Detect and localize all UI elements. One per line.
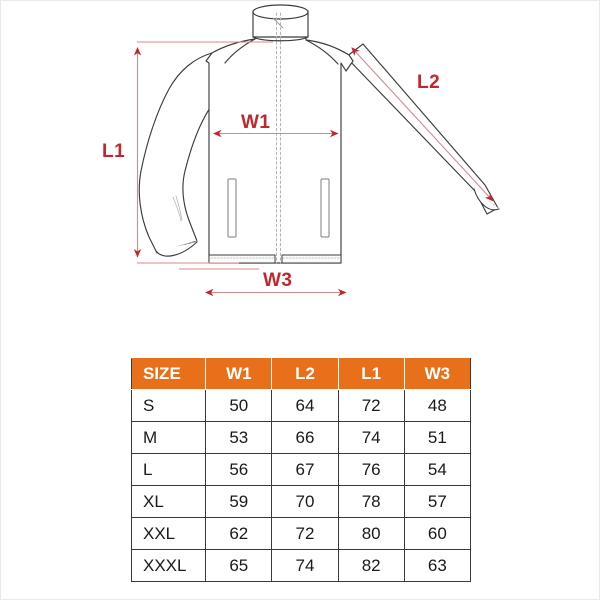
- size-table-container: SIZE W1 L2 L1 W3 S 50 64 72 48 M 53: [130, 358, 472, 582]
- cell-w1: 59: [205, 485, 273, 518]
- left-pocket: [227, 178, 237, 238]
- cell-w3: 63: [403, 549, 472, 582]
- cell-l1: 78: [337, 485, 405, 518]
- cell-l2: 70: [271, 485, 339, 518]
- cell-w1: 53: [205, 421, 273, 454]
- cell-l2: 66: [271, 421, 339, 454]
- table-row: L 56 67 76 54: [130, 453, 472, 486]
- measurement-guides: [133, 41, 494, 297]
- table-row: XL 59 70 78 57: [130, 485, 472, 518]
- cell-l1: 80: [337, 517, 405, 550]
- size-table: SIZE W1 L2 L1 W3 S 50 64 72 48 M 53: [130, 358, 472, 582]
- right-sleeve: [345, 43, 499, 215]
- dimension-label-l2: L2: [417, 72, 441, 93]
- cell-w1: 50: [205, 389, 273, 422]
- cell-size: XXL: [130, 517, 207, 550]
- table-row: XXXL 65 74 82 63: [130, 549, 472, 582]
- cell-w3: 60: [403, 517, 472, 550]
- cell-l2: 74: [271, 549, 339, 582]
- cell-size: M: [130, 421, 207, 454]
- dimension-label-w3: W3: [263, 270, 293, 291]
- cell-w3: 57: [403, 485, 472, 518]
- cell-l2: 67: [271, 453, 339, 486]
- cell-w1: 56: [205, 453, 273, 486]
- l2-arrow: [351, 47, 494, 202]
- cell-w3: 51: [403, 421, 472, 454]
- column-header-w1: W1: [205, 358, 273, 390]
- cell-size: XXXL: [130, 549, 207, 582]
- cell-size: L: [130, 453, 207, 486]
- table-header-row: SIZE W1 L2 L1 W3: [130, 358, 472, 390]
- cell-w3: 54: [403, 453, 472, 486]
- cell-size: XL: [130, 485, 207, 518]
- column-header-l2: L2: [271, 358, 339, 390]
- cell-w1: 62: [205, 517, 273, 550]
- collar-top: [252, 4, 309, 20]
- column-header-w3: W3: [403, 358, 472, 390]
- cell-size: S: [130, 389, 207, 422]
- table-row: XXL 62 72 80 60: [130, 517, 472, 550]
- jacket-diagram: L1 W1 L2 W3: [1, 1, 600, 341]
- table-row: M 53 66 74 51: [130, 421, 472, 454]
- cell-l2: 72: [271, 517, 339, 550]
- hem-band-left: [208, 254, 276, 264]
- cell-l1: 74: [337, 421, 405, 454]
- hem-band-right: [281, 254, 342, 264]
- cell-l2: 64: [271, 389, 339, 422]
- cell-w1: 65: [205, 549, 273, 582]
- dimension-label-l1: L1: [102, 141, 126, 162]
- jacket-illustration: [133, 4, 500, 297]
- jacket-body: [205, 34, 354, 264]
- cell-l1: 82: [337, 549, 405, 582]
- cell-l1: 76: [337, 453, 405, 486]
- cell-w3: 48: [403, 389, 472, 422]
- left-sleeve: [138, 52, 213, 254]
- cell-l1: 72: [337, 389, 405, 422]
- jacket-outline: [138, 4, 500, 264]
- table-row: S 50 64 72 48: [130, 389, 472, 422]
- dimension-label-w1: W1: [241, 112, 271, 133]
- column-header-size: SIZE: [130, 358, 207, 390]
- column-header-l1: L1: [337, 358, 405, 390]
- right-pocket: [320, 178, 330, 238]
